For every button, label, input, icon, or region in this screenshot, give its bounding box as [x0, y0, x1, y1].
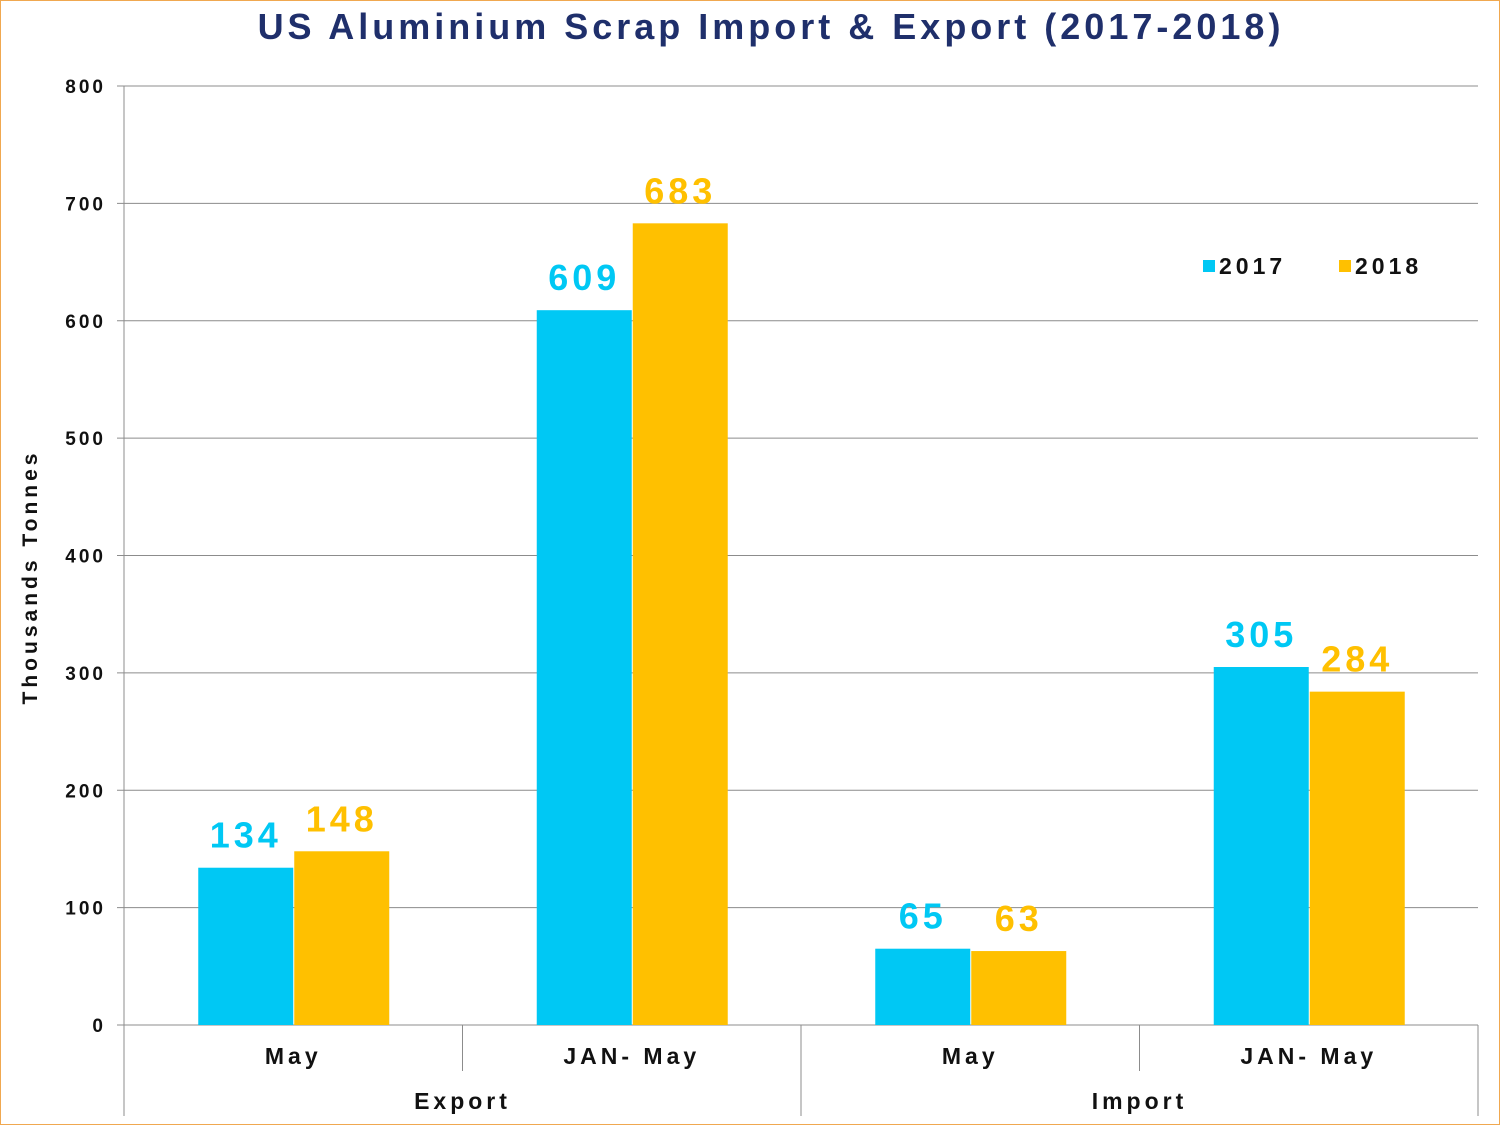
y-tick-label: 400	[65, 547, 106, 568]
y-tick-label: 200	[65, 781, 106, 802]
y-tick-label: 0	[92, 1016, 106, 1037]
data-label-2018: 284	[1321, 639, 1393, 680]
group-label: Export	[414, 1088, 511, 1114]
bar-2017	[198, 867, 294, 1025]
bar-2017	[1213, 667, 1309, 1025]
x-category-label: JAN- May	[563, 1043, 700, 1069]
x-category-label: May	[265, 1043, 322, 1069]
legend-label-2018: 2018	[1355, 253, 1422, 279]
y-tick-label: 700	[65, 194, 106, 215]
y-tick-label: 300	[65, 664, 106, 685]
bar-2018	[294, 851, 390, 1025]
chart-title: US Aluminium Scrap Import & Export (2017…	[258, 6, 1285, 47]
y-tick-label: 800	[65, 77, 106, 98]
data-label-2017: 65	[899, 896, 947, 937]
x-category-label: May	[942, 1043, 999, 1069]
bars	[198, 223, 1405, 1026]
y-tick-label: 600	[65, 312, 106, 333]
data-label-2017: 134	[210, 815, 282, 856]
y-tick-label: 100	[65, 899, 106, 920]
group-label: Import	[1092, 1088, 1188, 1114]
bar-2018	[632, 223, 728, 1026]
legend-label-2017: 2017	[1219, 253, 1286, 279]
gridlines	[124, 85, 1478, 909]
x-category-label: JAN- May	[1240, 1043, 1377, 1069]
axes: 0 100 200 300 400 500 600 700 800 May JAN- May May J…	[65, 77, 1479, 1116]
bar-2017	[875, 948, 971, 1025]
bar-2018	[971, 951, 1067, 1025]
legend: 2017 2018	[1203, 253, 1422, 279]
legend-swatch-2018	[1339, 260, 1351, 272]
data-label-2018: 63	[995, 898, 1043, 939]
data-label-2017: 305	[1225, 614, 1297, 655]
legend-swatch-2017	[1203, 260, 1215, 272]
y-tick-label: 500	[65, 429, 106, 450]
data-labels: 134 148 609 683 65 63 305 284	[210, 170, 1393, 939]
data-label-2017: 609	[548, 257, 620, 298]
data-label-2018: 148	[306, 798, 378, 839]
y-axis-label: Thousands Tonnes	[19, 450, 42, 705]
bar-2017	[536, 310, 632, 1025]
data-label-2018: 683	[644, 170, 716, 211]
bar-2018	[1309, 691, 1405, 1025]
